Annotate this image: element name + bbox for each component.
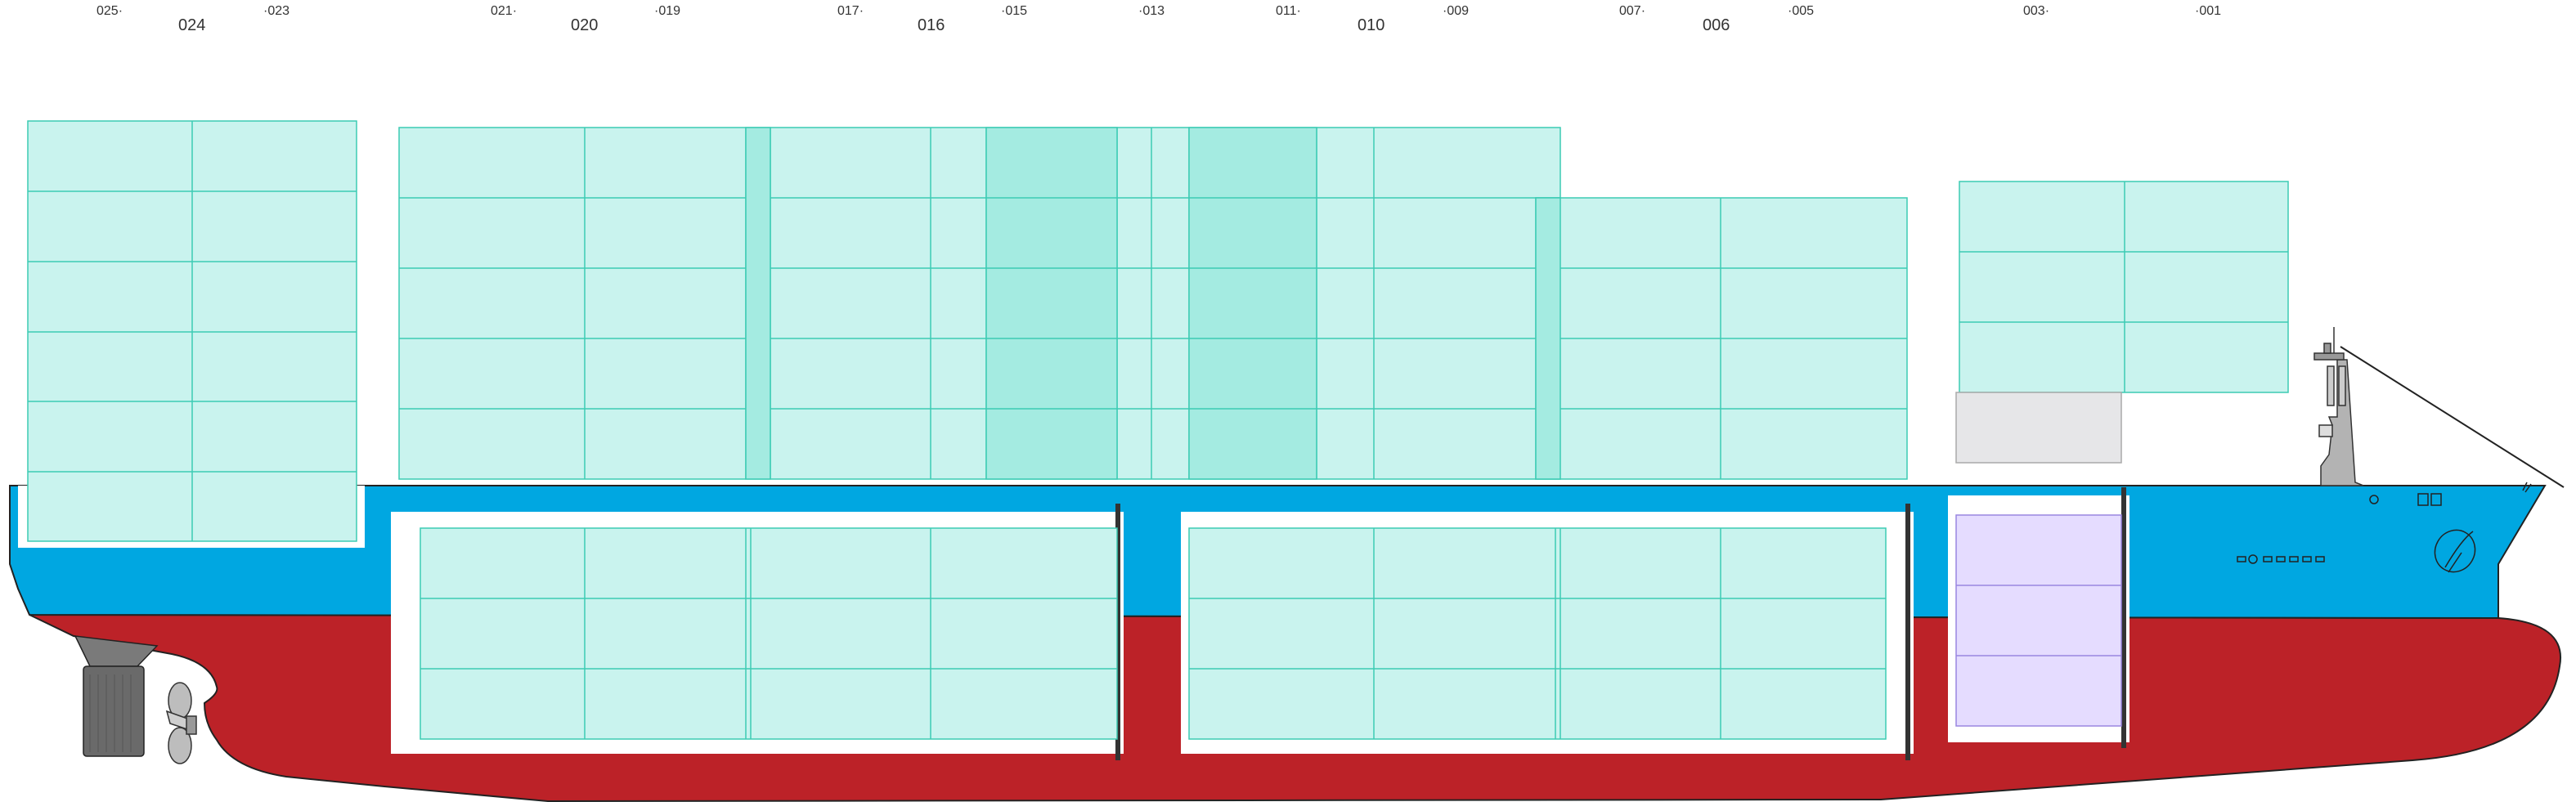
bay-label-009: ·009 (1443, 4, 1469, 18)
hold-containers-003 (1955, 514, 2122, 727)
deck-block-006 (1535, 197, 1908, 480)
draft-marks (2237, 554, 2325, 564)
rudder-hatching (89, 674, 132, 752)
hold-containers-010-006 (1188, 527, 1887, 740)
bow-markings (2237, 482, 2532, 573)
bay-label-011: 011· (1276, 4, 1301, 18)
bay-label-001: ·001 (2195, 4, 2221, 18)
deck-block-020-010 (398, 127, 1561, 480)
deck-block-024 (27, 120, 357, 542)
bow-thruster-icon (2434, 529, 2476, 573)
bay-labels: 025· 024 ·023 021· 020 ·019 017· 016 ·01… (96, 4, 2221, 34)
hold-containers-020-016 (420, 527, 1118, 740)
highlighted-stacks (745, 127, 1317, 480)
empty-slot-003 (1955, 392, 2122, 464)
bay-label-016: 016 (918, 16, 945, 34)
bay-label-023: ·023 (263, 4, 289, 18)
hull-mark-icon (2369, 495, 2379, 504)
bay-label-019: ·019 (654, 4, 680, 18)
bay-label-003: 003· (2023, 4, 2049, 18)
stern-gear (74, 635, 197, 764)
bay-label-015: ·015 (1001, 4, 1027, 18)
propeller-icon (165, 682, 197, 764)
bay-label-006: 006 (1703, 16, 1730, 34)
bay-label-020: 020 (571, 16, 598, 34)
rudder-icon (83, 665, 145, 757)
bay-label-025: 025· (96, 4, 123, 18)
bay-label-017: 017· (837, 4, 864, 18)
bay-label-010: 010 (1358, 16, 1384, 34)
bay-label-024: 024 (178, 16, 205, 34)
bay-label-013: ·013 (1138, 4, 1165, 18)
highlighted-stack-007 (1535, 197, 1561, 480)
bulkheads (1115, 487, 2126, 760)
bridge-mast-icon (2313, 327, 2364, 486)
bay-label-021: 021· (491, 4, 517, 18)
bay-label-005: ·005 (1788, 4, 1814, 18)
bay-label-007: 007· (1619, 4, 1645, 18)
deck-block-003 (1959, 181, 2289, 393)
forestay-line (2340, 346, 2565, 488)
